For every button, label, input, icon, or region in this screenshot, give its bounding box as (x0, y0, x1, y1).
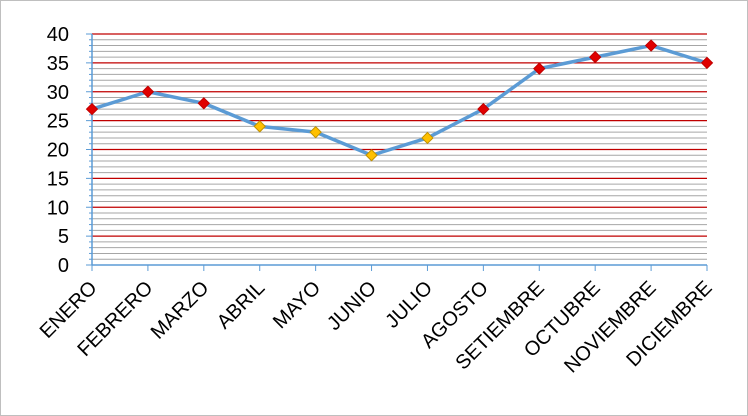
data-point-marker (253, 120, 266, 133)
data-point-marker (85, 102, 99, 116)
x-tick-label: MAYO (269, 277, 325, 333)
series (85, 39, 714, 162)
x-tick-label: ABRIL (213, 277, 269, 333)
y-tick-label: 0 (58, 255, 69, 277)
x-tick-label: JULIO (381, 277, 437, 333)
data-point-marker (700, 56, 714, 70)
y-tick-label: 5 (58, 226, 69, 248)
y-tick-label: 40 (47, 24, 69, 46)
data-point-marker (141, 85, 155, 98)
data-point-marker (588, 50, 602, 64)
y-tick-label: 10 (47, 197, 69, 219)
data-point-marker (421, 131, 434, 145)
x-tick-label: MARZO (147, 277, 214, 344)
x-tick-label: JUNIO (323, 277, 381, 335)
y-tick-label: 30 (47, 82, 69, 104)
y-tick-label: 15 (47, 168, 69, 190)
y-tick-label: 35 (47, 53, 69, 75)
data-point-marker (533, 62, 546, 75)
y-tick-labels: 0 5 10 15 20 25 30 35 40 (47, 24, 69, 277)
y-tick-label: 25 (47, 111, 69, 133)
y-tick-label: 20 (47, 140, 69, 162)
gridlines (92, 33, 707, 260)
data-point-marker (644, 39, 658, 52)
data-point-marker (365, 149, 378, 162)
axes (86, 33, 708, 271)
data-point-marker (309, 125, 322, 139)
series-line (90, 43, 709, 158)
data-point-marker (477, 102, 490, 116)
data-point-marker (197, 97, 211, 110)
